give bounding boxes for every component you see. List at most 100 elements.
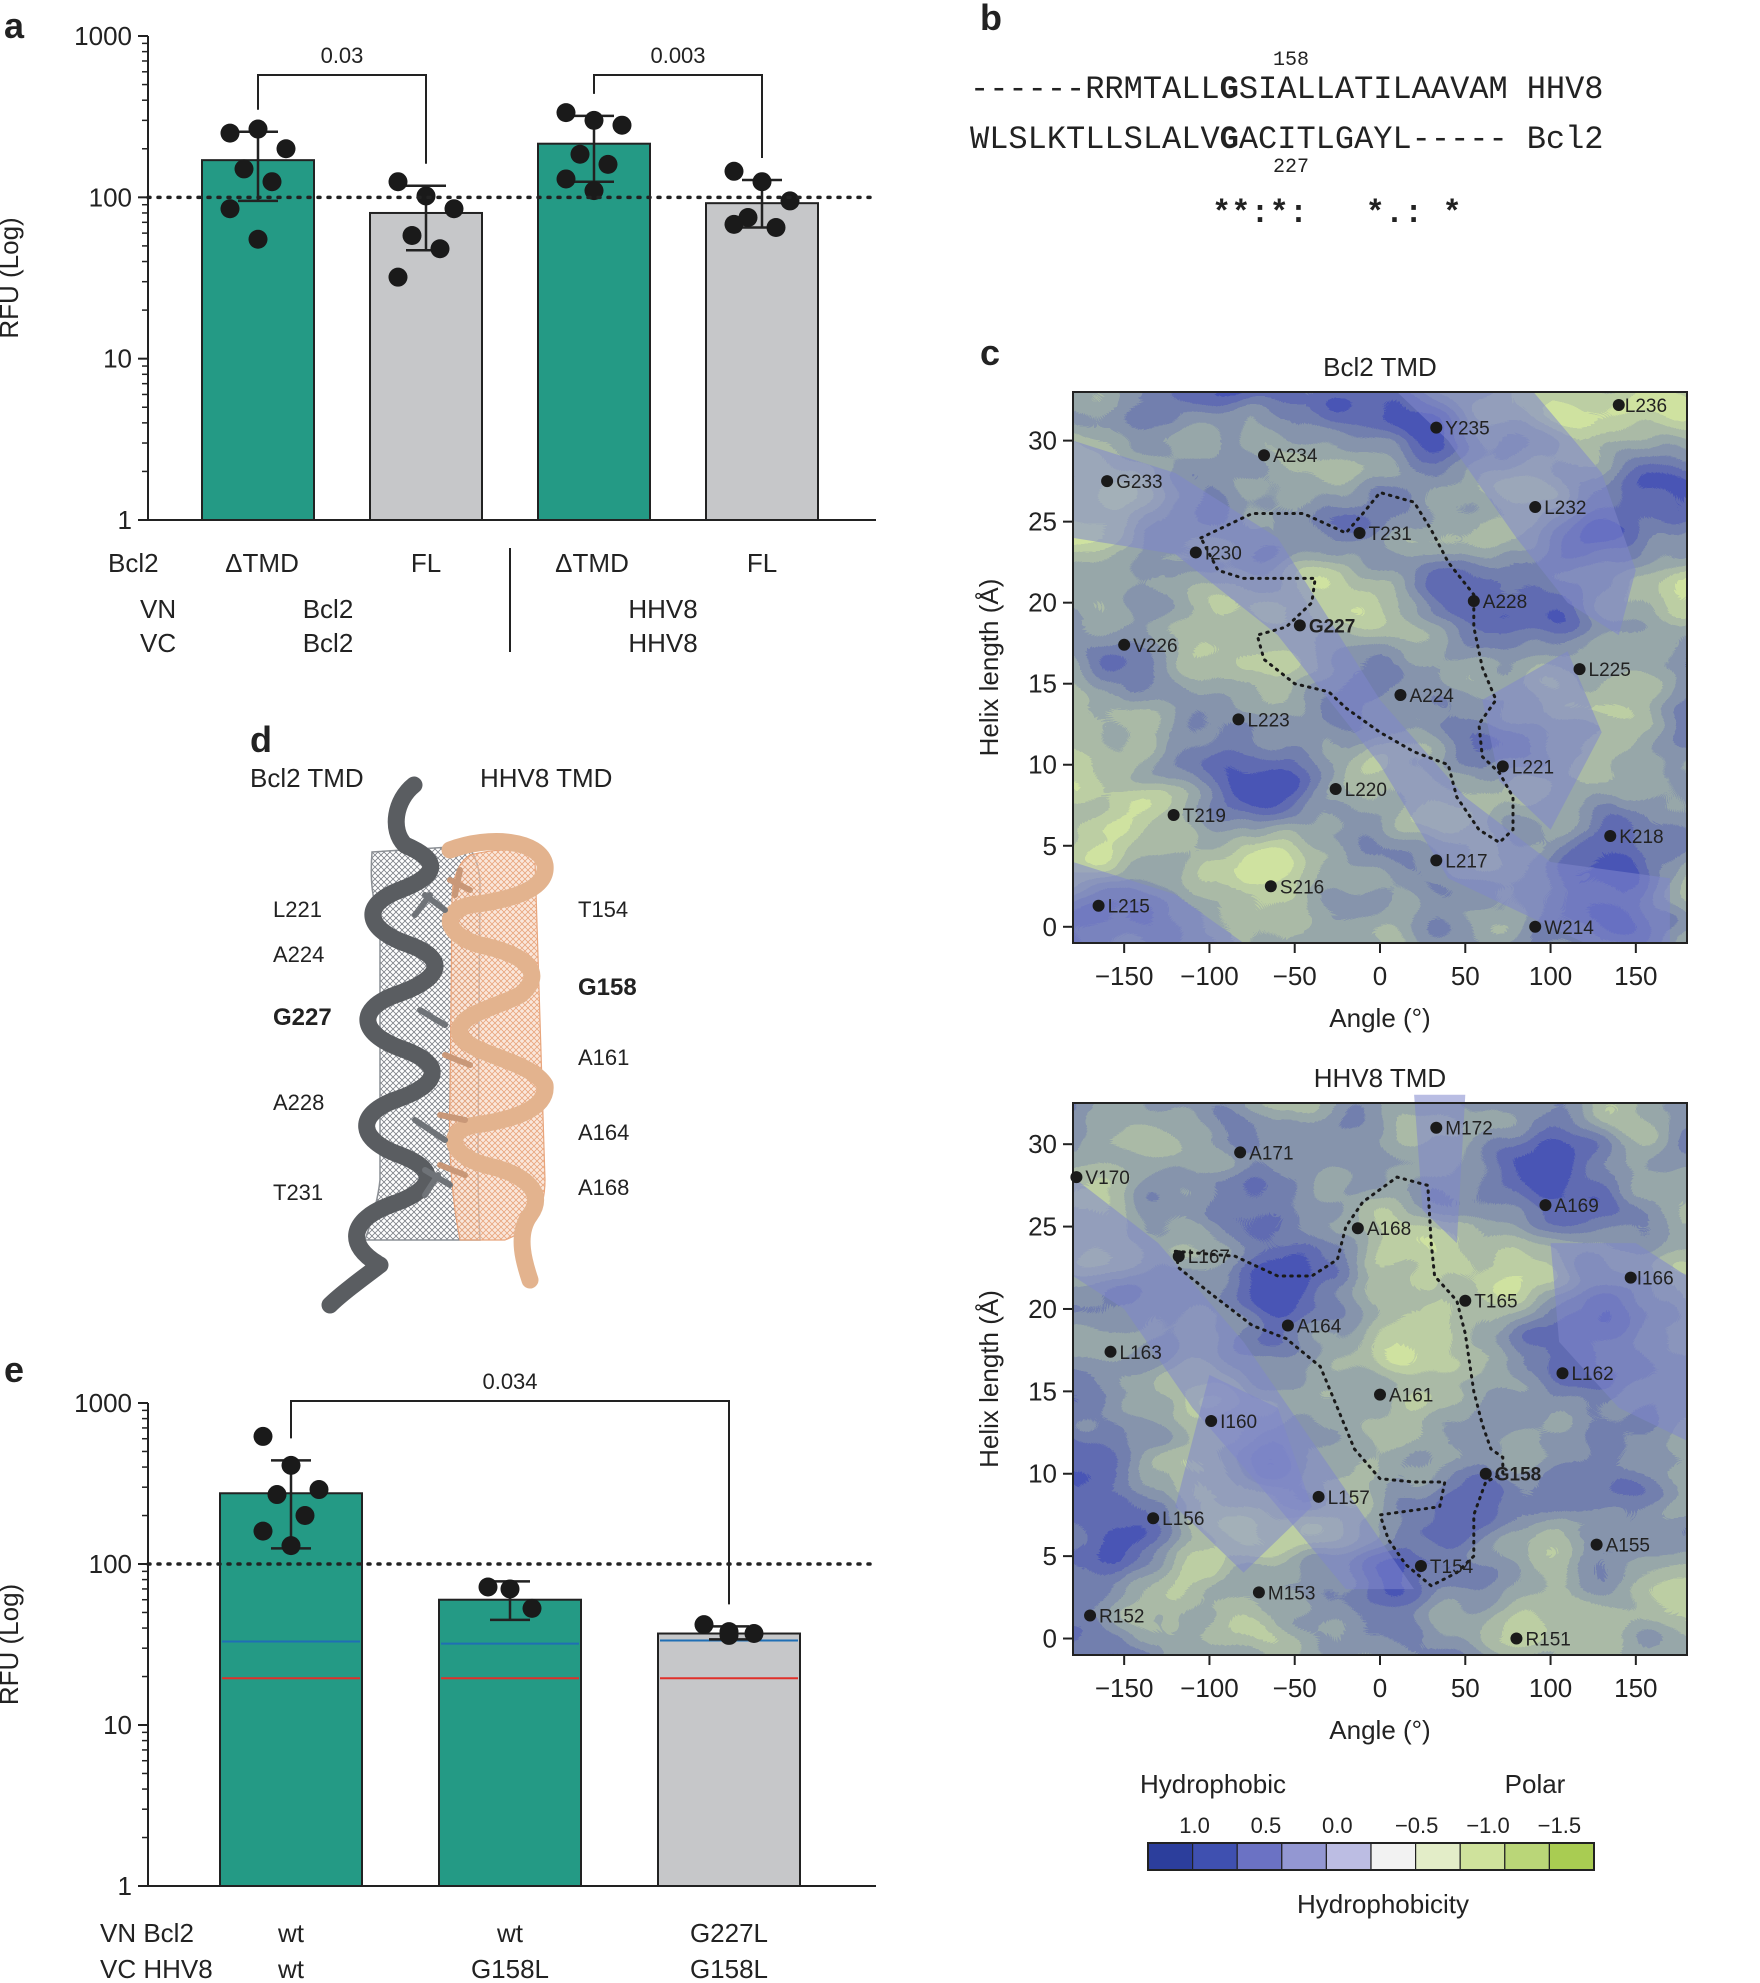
- bar: [438, 1598, 582, 1887]
- y-tick-label: 0: [1043, 1624, 1057, 1654]
- data-point: [220, 199, 240, 219]
- p-value-label: 0.03: [321, 43, 364, 68]
- bcl2-residue-label: A224: [273, 942, 324, 967]
- residue-label: Y235: [1445, 419, 1489, 440]
- bar-vn-label: wt: [277, 1918, 305, 1948]
- bar-vn-label: G227L: [690, 1918, 768, 1948]
- residue-number-227: 227: [1273, 156, 1309, 179]
- residue-label: R151: [1525, 1630, 1570, 1651]
- data-point: [752, 172, 772, 192]
- row-label-bcl2: Bcl2: [108, 548, 159, 578]
- x-axis-label: Angle (°): [1329, 1003, 1430, 1033]
- data-point: [584, 110, 604, 130]
- data-point: [766, 218, 786, 238]
- row-label-vn: VN: [140, 594, 176, 624]
- x-tick-label: 50: [1451, 961, 1480, 991]
- data-point: [478, 1577, 498, 1597]
- data-point: [598, 154, 618, 174]
- hhv8-side-chains: [437, 867, 473, 1178]
- residue-label: A234: [1273, 446, 1318, 467]
- data-point: [220, 123, 240, 143]
- residue-label: W214: [1544, 918, 1594, 939]
- residue-label: G227: [1309, 616, 1355, 637]
- data-point: [248, 229, 268, 249]
- legend-tick-label: −1.0: [1466, 1813, 1509, 1838]
- hhv8-residue-label: G158: [578, 974, 637, 1001]
- y-tick-label: 30: [1028, 426, 1057, 456]
- residue-point: [1205, 1415, 1218, 1428]
- x-tick-label: 0: [1373, 1673, 1387, 1703]
- residue-label: L221: [1512, 757, 1554, 778]
- residue-point: [1293, 619, 1306, 632]
- y-axis-label: RFU (Log): [0, 217, 24, 338]
- data-point: [281, 1455, 301, 1475]
- hydrophobic-region: [1073, 1177, 1415, 1590]
- residue-label: I160: [1220, 1412, 1257, 1433]
- x-tick-label: −150: [1095, 961, 1154, 991]
- group-vc-label: Bcl2: [303, 628, 354, 658]
- legend-swatch: [1459, 1842, 1506, 1871]
- legend-tick-label: 1.0: [1179, 1813, 1210, 1838]
- hydrophobic-region: [1397, 392, 1636, 636]
- residue-point: [1430, 421, 1443, 434]
- panel-letter-a: a: [4, 5, 25, 46]
- residue-label: A171: [1249, 1143, 1293, 1164]
- group-vc-label: HHV8: [628, 628, 697, 658]
- p-value-label: 0.003: [650, 43, 705, 68]
- y-tick-label: 1: [118, 1871, 132, 1901]
- legend-tick-label: −0.5: [1395, 1813, 1438, 1838]
- bar: [369, 211, 483, 522]
- residue-point: [1353, 526, 1366, 539]
- residue-point: [1430, 1121, 1443, 1134]
- bar-vc-label: G158L: [690, 1954, 768, 1983]
- x-tick-label: 150: [1614, 961, 1657, 991]
- legend-ticks: 1.0 0.5 0.0 −0.5 −1.0 −1.5: [1179, 1813, 1581, 1838]
- hhv8-residue-label: T154: [578, 897, 628, 922]
- data-point: [522, 1598, 542, 1618]
- residue-label: S216: [1280, 877, 1324, 898]
- data-point: [724, 214, 744, 234]
- data-point: [724, 161, 744, 181]
- y-axis-label: Helix length (Å): [974, 579, 1004, 757]
- residue-point: [1459, 1294, 1472, 1307]
- x-tick-label: 100: [1529, 961, 1572, 991]
- y-tick-label: 1: [118, 505, 132, 535]
- y-tick-label: 5: [1043, 831, 1057, 861]
- data-point: [556, 103, 576, 123]
- y-tick-label: 1000: [74, 1388, 132, 1418]
- residue-label: A169: [1554, 1196, 1598, 1217]
- y-tick-label: 100: [89, 1549, 132, 1579]
- bcl2-residue-label: A228: [273, 1090, 324, 1115]
- hydrophobic-region: [1073, 862, 1244, 943]
- hydrophobic-region: [1550, 1243, 1687, 1441]
- p-value-label: 0.034: [482, 1369, 537, 1394]
- residue-point: [1252, 1586, 1265, 1599]
- legend-frame: [1147, 1842, 1595, 1871]
- residue-point: [1573, 663, 1586, 676]
- residue-point: [1312, 1490, 1325, 1503]
- hydrophobicity-legend: Hydrophobic Polar 1.0 0.5 0.0 −0.5 −1.0 −1.5 …: [1140, 1769, 1595, 1919]
- conservation-line: **:*: *.: *: [1212, 195, 1462, 232]
- panel-letter-c: c: [980, 332, 1000, 373]
- bcl2-side-chains: [412, 892, 453, 1198]
- residue-point: [1092, 899, 1105, 912]
- y-tick-label: 10: [1028, 750, 1057, 780]
- alignment-hhv8-name: HHV8: [1527, 71, 1604, 108]
- residue-label: L217: [1445, 851, 1487, 872]
- legend-hydrophobic-label: Hydrophobic: [1140, 1769, 1286, 1799]
- legend-swatch: [1191, 1842, 1238, 1871]
- hhv8-residue-labels: T154 G158 A161 A164 A168: [578, 897, 637, 1200]
- data-point: [570, 144, 590, 164]
- residue-point: [1234, 1146, 1247, 1159]
- y-axis-label: Helix length (Å): [974, 1290, 1004, 1468]
- bar: [657, 1632, 801, 1888]
- residue-label: L162: [1571, 1364, 1613, 1385]
- residue-point: [1070, 1171, 1083, 1184]
- row-label-vn-bcl2: VN Bcl2: [100, 1918, 194, 1948]
- x-axis-label: Angle (°): [1329, 1715, 1430, 1745]
- y-tick-label: 20: [1028, 588, 1057, 618]
- group-vn-label: Bcl2: [303, 594, 354, 624]
- x-tick-label: 50: [1451, 1673, 1480, 1703]
- y-tick-label: 30: [1028, 1129, 1057, 1159]
